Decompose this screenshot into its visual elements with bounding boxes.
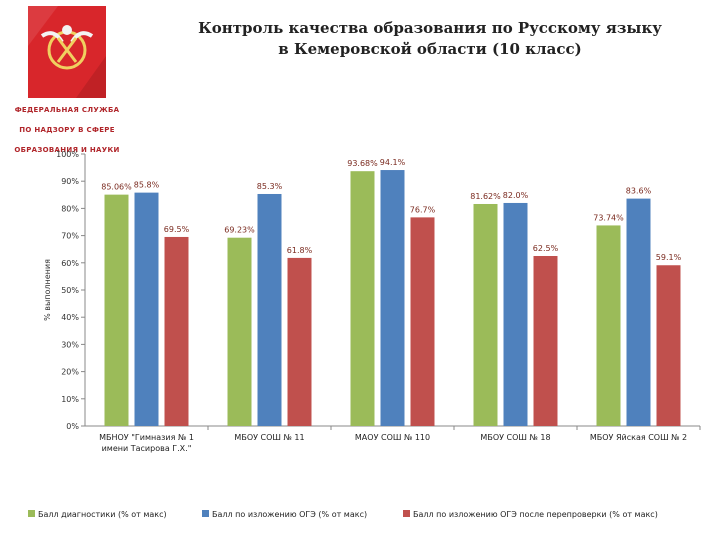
page-title: Контроль качества образования по Русском…: [150, 18, 710, 60]
bar: [164, 236, 189, 426]
legend-swatch: [28, 510, 35, 517]
bar: [380, 170, 405, 426]
bar-data-label: 82.0%: [503, 191, 529, 200]
bar: [596, 225, 621, 426]
bar-data-label: 85.8%: [134, 181, 160, 190]
y-tick-label: 10%: [61, 395, 79, 404]
y-axis-label: % выполнения: [43, 259, 52, 321]
bar: [350, 171, 375, 426]
bar-data-label: 61.8%: [287, 246, 313, 255]
y-tick-label: 0%: [66, 422, 79, 431]
y-tick-label: 20%: [61, 368, 79, 377]
y-tick-label: 70%: [61, 232, 79, 241]
x-tick-label: МАОУ СОШ № 110: [355, 433, 430, 442]
bar: [626, 198, 651, 426]
x-tick-label: имени Тасирова Г.Х.": [102, 444, 192, 453]
legend-label: Балл по изложению ОГЭ (% от макс): [212, 510, 367, 519]
title-line-2: в Кемеровской области (10 класс): [278, 40, 582, 58]
bar-data-label: 59.1%: [656, 253, 682, 262]
bar: [257, 193, 282, 426]
logo: ФЕДЕРАЛЬНАЯ СЛУЖБА ПО НАДЗОРУ В СФЕРЕ ОБ…: [12, 6, 122, 156]
x-tick-label: МБОУ СОШ № 18: [480, 433, 550, 442]
legend-swatch: [403, 510, 410, 517]
y-tick-label: 80%: [61, 204, 79, 213]
y-tick-label: 30%: [61, 340, 79, 349]
bar: [227, 237, 252, 426]
emblem-icon: [28, 6, 106, 98]
bar-data-label: 73.74%: [593, 213, 624, 222]
logo-line-3: ОБРАЗОВАНИЯ И НАУКИ: [14, 146, 120, 154]
bar-data-label: 94.1%: [380, 158, 406, 167]
bar: [104, 194, 129, 426]
x-tick-label: МБНОУ "Гимназия № 1: [99, 433, 194, 442]
bar-data-label: 93.68%: [347, 159, 378, 168]
bar: [533, 256, 558, 426]
y-tick-label: 60%: [61, 259, 79, 268]
bar: [134, 192, 159, 426]
bar-data-label: 83.6%: [626, 187, 652, 196]
bar-data-label: 76.7%: [410, 205, 436, 214]
legend-swatch: [202, 510, 209, 517]
bar-data-label: 69.5%: [164, 225, 190, 234]
y-tick-label: 50%: [61, 286, 79, 295]
bar: [656, 265, 681, 426]
y-tick-label: 90%: [61, 177, 79, 186]
y-tick-label: 40%: [61, 313, 79, 322]
logo-line-1: ФЕДЕРАЛЬНАЯ СЛУЖБА: [14, 106, 120, 114]
logo-line-2: ПО НАДЗОРУ В СФЕРЕ: [19, 126, 115, 134]
bar-data-label: 85.06%: [101, 183, 132, 192]
bar-data-label: 85.3%: [257, 182, 283, 191]
bar: [410, 217, 435, 426]
bar: [473, 203, 498, 426]
x-tick-label: МБОУ Яйская СОШ № 2: [590, 433, 687, 442]
bar-data-label: 81.62%: [470, 192, 501, 201]
y-tick-label: 100%: [56, 150, 79, 159]
x-tick-label: МБОУ СОШ № 11: [234, 433, 304, 442]
bar-data-label: 69.23%: [224, 226, 255, 235]
legend-label: Балл по изложению ОГЭ после перепроверки…: [413, 510, 658, 519]
bar-data-label: 62.5%: [533, 244, 559, 253]
legend-label: Балл диагностики (% от макс): [38, 510, 167, 519]
bar: [287, 257, 312, 426]
title-line-1: Контроль качества образования по Русском…: [198, 19, 662, 37]
bar: [503, 202, 528, 426]
